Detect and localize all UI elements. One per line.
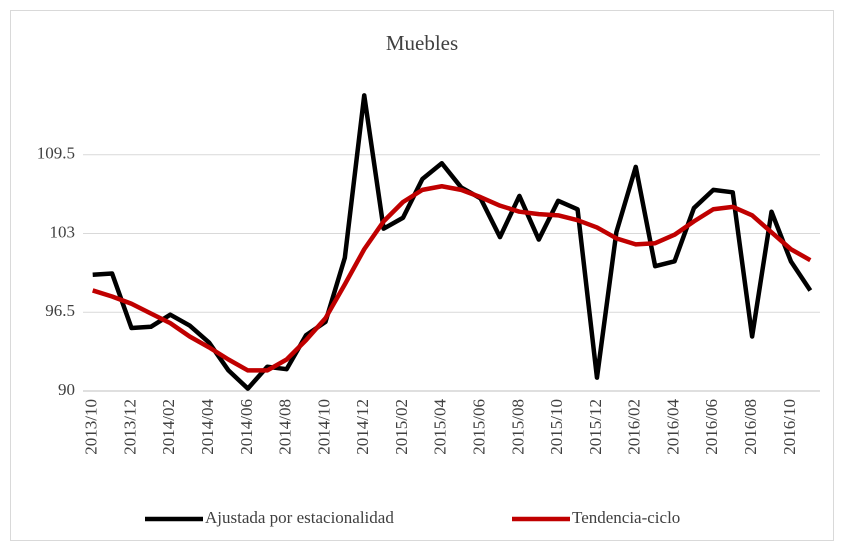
x-tick-label: 2014/04 bbox=[198, 399, 217, 455]
x-tick-label: 2014/06 bbox=[237, 399, 256, 455]
x-tick-label: 2014/02 bbox=[159, 399, 178, 455]
x-tick-label: 2014/08 bbox=[276, 399, 295, 455]
x-tick-label: 2016/10 bbox=[780, 399, 799, 455]
legend-label: Tendencia-ciclo bbox=[572, 508, 680, 527]
x-tick-label: 2016/08 bbox=[741, 399, 760, 455]
chart-title: Muebles bbox=[386, 31, 458, 55]
x-tick-label: 2016/02 bbox=[625, 399, 644, 455]
x-tick-label: 2014/12 bbox=[353, 399, 372, 455]
y-tick-label: 90 bbox=[58, 380, 75, 399]
x-tick-label: 2015/12 bbox=[586, 399, 605, 455]
chart-border bbox=[10, 10, 834, 541]
x-tick-label: 2013/10 bbox=[82, 399, 101, 455]
x-tick-label: 2015/10 bbox=[547, 399, 566, 455]
x-tick-label: 2015/02 bbox=[392, 399, 411, 455]
series-line bbox=[92, 184, 812, 373]
legend-label: Ajustada por estacionalidad bbox=[205, 508, 394, 527]
x-tick-label: 2015/04 bbox=[431, 399, 450, 455]
x-tick-label: 2016/06 bbox=[702, 399, 721, 455]
x-tick-label: 2014/10 bbox=[314, 399, 333, 455]
y-tick-label: 109.5 bbox=[37, 144, 75, 163]
x-tick-label: 2013/12 bbox=[120, 399, 139, 455]
y-tick-label: 103 bbox=[50, 222, 76, 241]
x-tick-label: 2016/04 bbox=[663, 399, 682, 455]
x-tick-label: 2015/06 bbox=[469, 399, 488, 455]
x-tick-label: 2015/08 bbox=[508, 399, 527, 455]
y-tick-label: 96.5 bbox=[45, 301, 75, 320]
